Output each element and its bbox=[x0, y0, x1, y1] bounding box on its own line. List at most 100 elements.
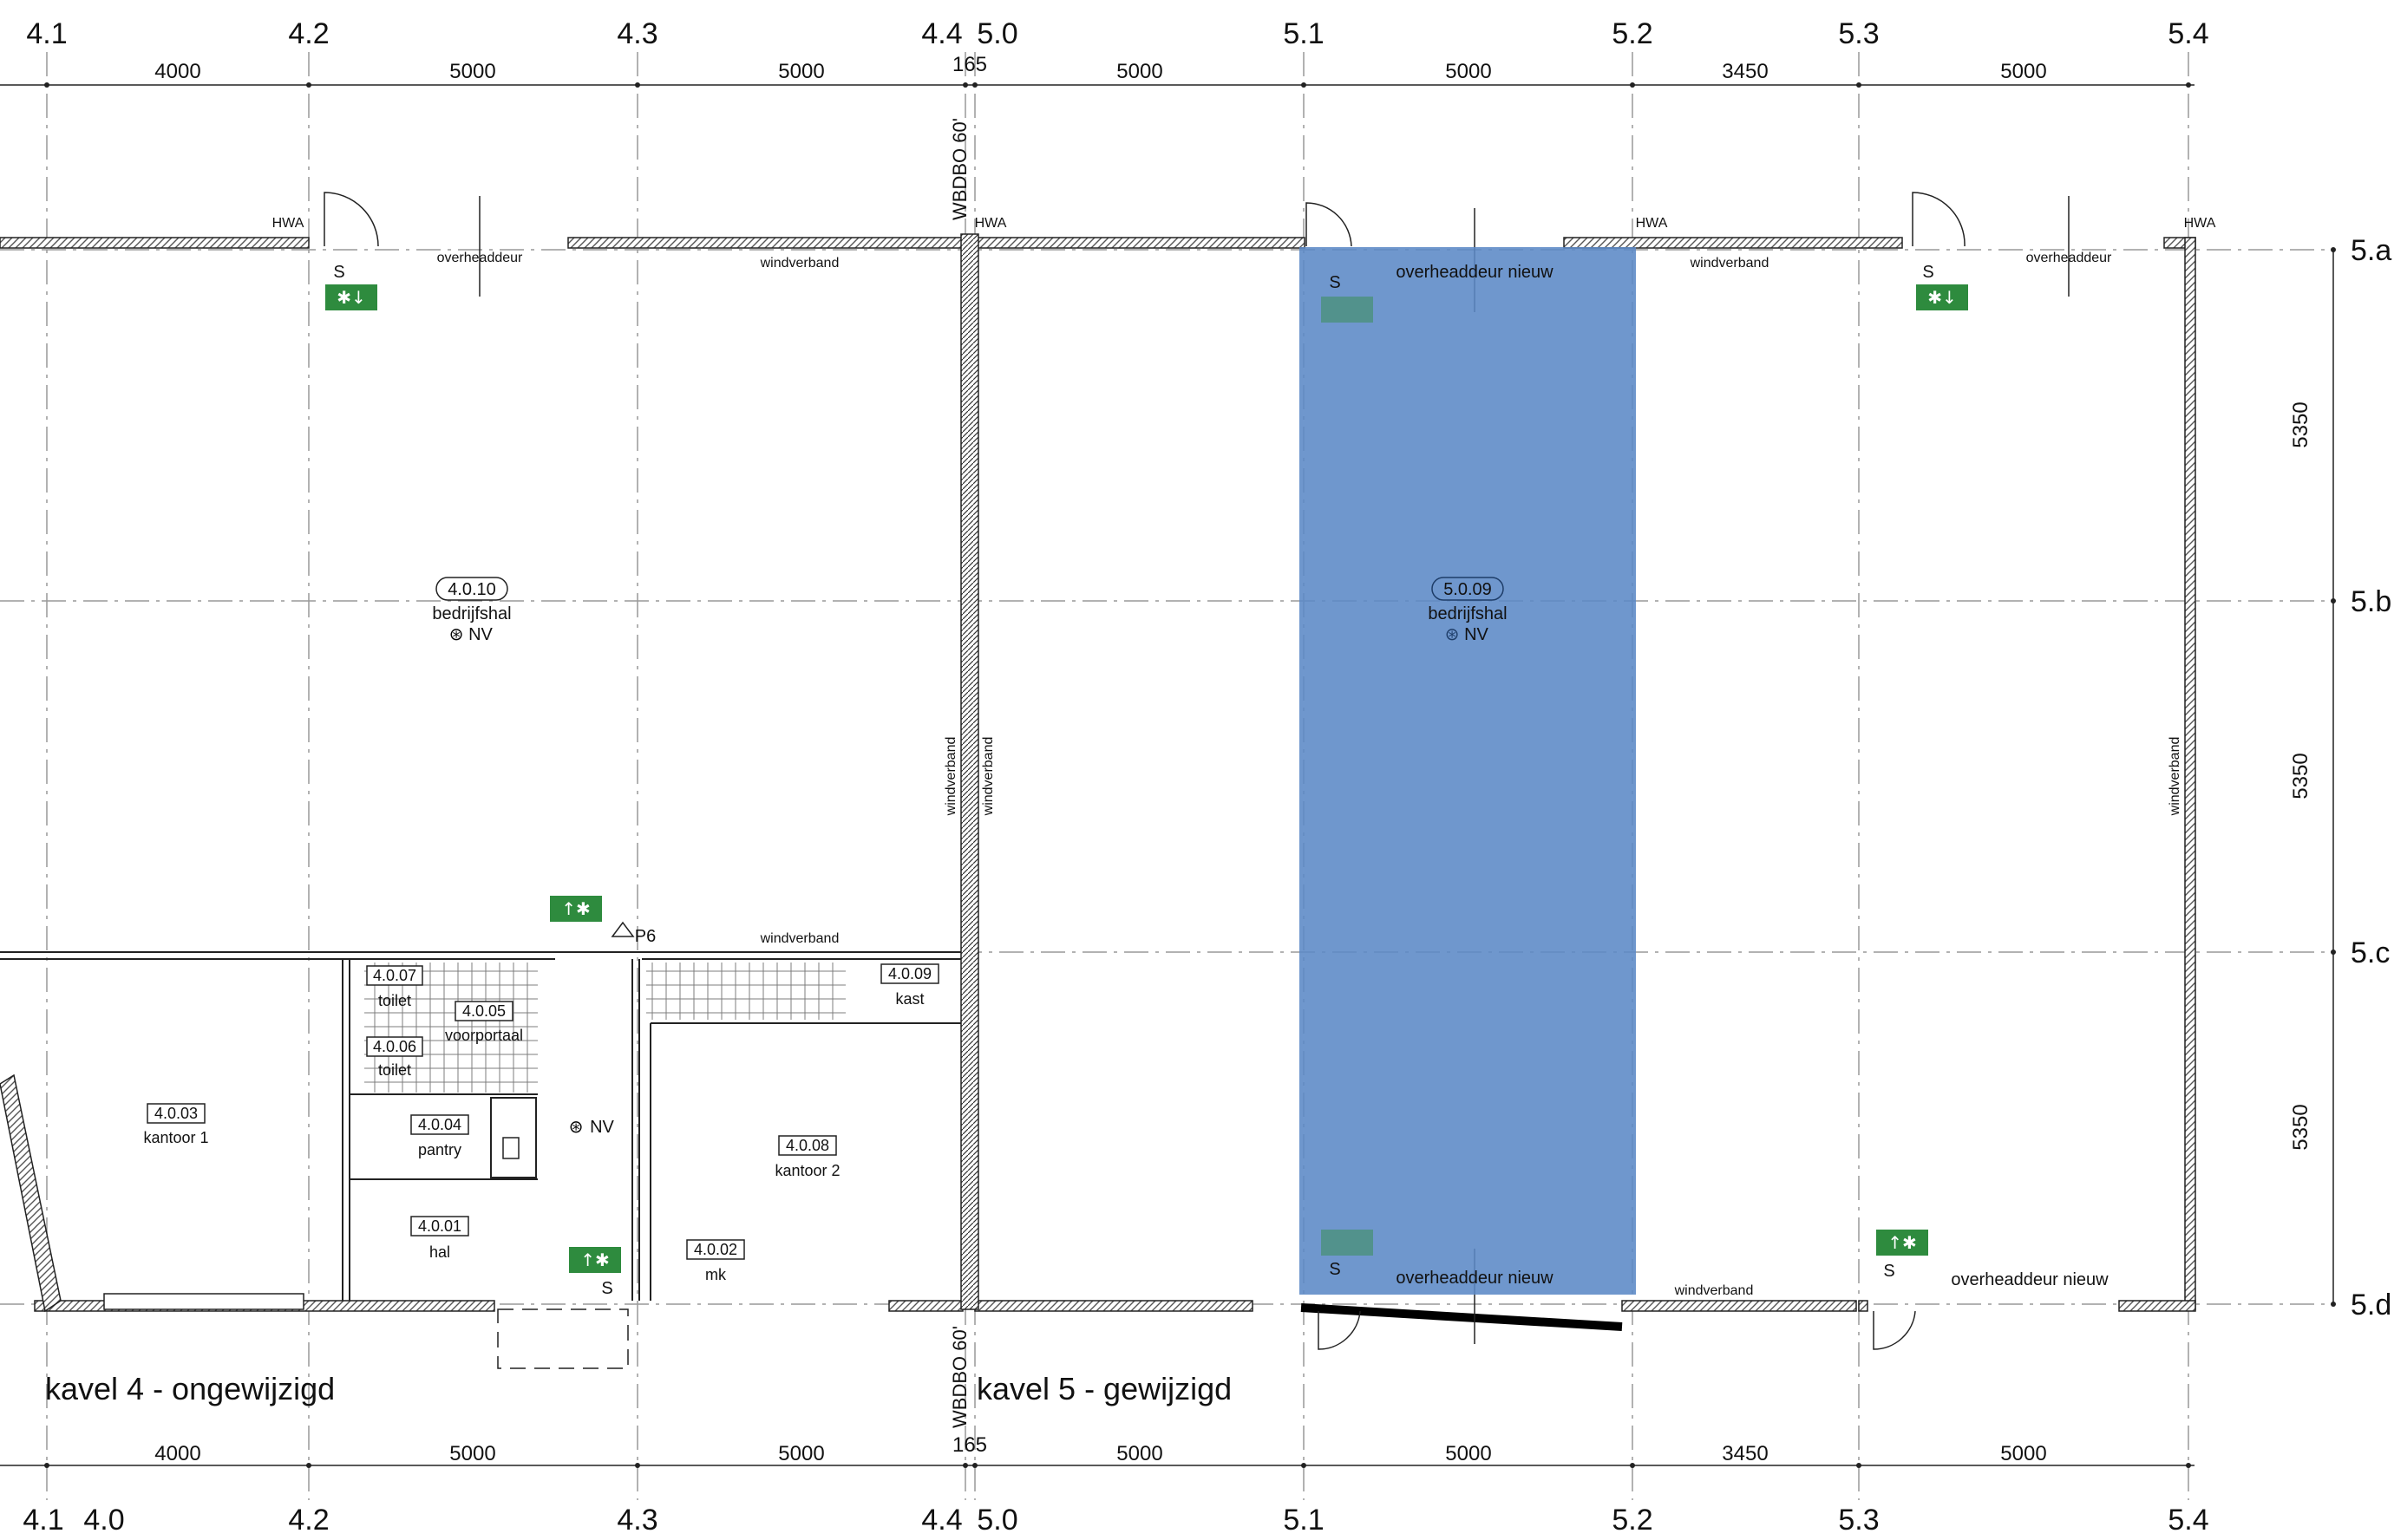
room-code: 4.0.10 bbox=[448, 580, 496, 599]
exit-sign-icon bbox=[1321, 1230, 1373, 1256]
hwa-label: HWA bbox=[2184, 216, 2216, 231]
dimension-label: 5000 bbox=[449, 60, 495, 83]
overheaddeur-nieuw-label: overheaddeur nieuw bbox=[1951, 1270, 2109, 1289]
gridline-label: 5.1 bbox=[1283, 17, 1324, 50]
gridline-label: 4.3 bbox=[617, 1504, 657, 1537]
room-name: toilet bbox=[378, 992, 411, 1009]
kavel-5-label: kavel 5 - gewijzigd bbox=[977, 1371, 1232, 1406]
ventilation-icon: ⊛ bbox=[569, 1116, 584, 1137]
walls bbox=[0, 233, 2196, 1369]
side-gridline-labels: 5.a 5.b 5.c 5.d bbox=[2351, 234, 2391, 1321]
svg-text:✱↓: ✱↓ bbox=[337, 287, 366, 308]
dimension-label: 5000 bbox=[2000, 1442, 2046, 1465]
s-label: S bbox=[1922, 263, 1933, 282]
exit-sign-icon: ✱↓ bbox=[1916, 284, 1968, 310]
room-code: 4.0.06 bbox=[373, 1038, 416, 1055]
gridline-label: 4.0 bbox=[83, 1504, 124, 1537]
room-name: mk bbox=[705, 1266, 727, 1283]
ventilation-icon: ⊛ bbox=[449, 623, 464, 644]
bottom-gridline-labels: 4.1 4.0 4.2 4.3 4.4 5.0 5.1 5.2 5.3 5.4 bbox=[23, 1504, 2208, 1537]
dimension-label: 5000 bbox=[2000, 60, 2046, 83]
doors bbox=[324, 192, 2070, 1350]
exit-sign-icon: ↑✱ bbox=[569, 1247, 621, 1273]
dimension-label: 5000 bbox=[1116, 1442, 1162, 1465]
gridline-label: 4.1 bbox=[26, 17, 67, 50]
gridline-label: 4.1 bbox=[23, 1504, 63, 1537]
gridline-label: 5.2 bbox=[1612, 17, 1652, 50]
room-labels: 4.0.10 bedrijfshal NV ⊛ 5.0.09 bedrijfsh… bbox=[143, 577, 1508, 1283]
hwa-label: HWA bbox=[1636, 216, 1668, 231]
room-code: 4.0.01 bbox=[418, 1217, 461, 1235]
s-label: S bbox=[1329, 1260, 1340, 1279]
windverband-label: windverband bbox=[1674, 1283, 1754, 1298]
p6-label: P6 bbox=[635, 927, 656, 946]
windverband-label: windverband bbox=[1690, 256, 1769, 271]
gridline-label: 5.b bbox=[2351, 585, 2391, 618]
room-name: kantoor 1 bbox=[143, 1129, 208, 1146]
svg-text:↑✱: ↑✱ bbox=[580, 1250, 610, 1270]
dimension-label: 3450 bbox=[1722, 60, 1768, 83]
overheaddeur-nieuw-label: overheaddeur nieuw bbox=[1396, 263, 1553, 282]
kavel-4-label: kavel 4 - ongewijzigd bbox=[45, 1371, 335, 1406]
room-name: pantry bbox=[418, 1141, 461, 1158]
room-code: 4.0.07 bbox=[373, 967, 416, 984]
gridline-label: 5.3 bbox=[1838, 17, 1879, 50]
room-code: 4.0.02 bbox=[694, 1241, 737, 1258]
windverband-label: windverband bbox=[760, 256, 840, 271]
room-name: bedrijfshal bbox=[432, 604, 511, 623]
highlight-zone bbox=[1299, 247, 1636, 1295]
dimension-label: 165 bbox=[952, 1433, 987, 1457]
gridline-label: 4.4 bbox=[921, 1504, 962, 1537]
room-name: bedrijfshal bbox=[1428, 604, 1507, 623]
dimension-label: 5350 bbox=[2289, 401, 2312, 447]
room-code: 4.0.09 bbox=[888, 965, 932, 982]
gridline-label: 5.1 bbox=[1283, 1504, 1324, 1537]
s-label: S bbox=[1883, 1262, 1894, 1281]
hwa-label: HWA bbox=[272, 216, 304, 231]
dimension-label: 4000 bbox=[154, 60, 200, 83]
dimension-label: 5000 bbox=[1445, 60, 1491, 83]
room-name: hal bbox=[429, 1243, 450, 1261]
windverband-label: windverband bbox=[760, 931, 840, 946]
overheaddeur-label: overheaddeur bbox=[437, 251, 523, 265]
svg-text:✱↓: ✱↓ bbox=[1927, 287, 1957, 308]
gridline-label: 5.d bbox=[2351, 1289, 2391, 1321]
s-label: S bbox=[1329, 273, 1340, 292]
room-name: kast bbox=[895, 990, 924, 1008]
exit-sign-icon: ↑✱ bbox=[550, 896, 602, 922]
s-label: S bbox=[333, 263, 344, 282]
room-name: voorportaal bbox=[445, 1027, 523, 1044]
exit-signs: ✱↓ ✱↓ ↑✱ ↑✱ ↑✱ bbox=[325, 284, 1968, 1273]
gridline-label: 4.3 bbox=[617, 17, 657, 50]
overheaddeur-nieuw-label: overheaddeur nieuw bbox=[1396, 1269, 1553, 1288]
svg-text:↑✱: ↑✱ bbox=[561, 898, 591, 919]
exit-sign-icon: ✱↓ bbox=[325, 284, 377, 310]
annotations: HWA HWA HWA HWA overheaddeur overheaddeu… bbox=[272, 216, 2216, 1298]
top-dimensions: 4000 5000 5000 165 5000 5000 3450 5000 bbox=[154, 53, 2046, 83]
windverband-label: windverband bbox=[2168, 737, 2182, 817]
gridline-label: 4.4 bbox=[921, 17, 962, 50]
gridline-label: 5.a bbox=[2351, 234, 2391, 267]
fire-separation-label: WBDBO 60' bbox=[949, 1326, 971, 1428]
room-code: 4.0.08 bbox=[786, 1137, 829, 1154]
windverband-label: windverband bbox=[944, 737, 958, 817]
vertical-dimensions: 5350 5350 5350 bbox=[2289, 401, 2312, 1150]
bottom-dimensions: 4000 5000 5000 165 5000 5000 3450 5000 bbox=[154, 1433, 2046, 1465]
gridline-label: 5.4 bbox=[2168, 17, 2208, 50]
dimension-label: 3450 bbox=[1722, 1442, 1768, 1465]
room-code: 4.0.04 bbox=[418, 1116, 461, 1133]
dimension-label: 5000 bbox=[1445, 1442, 1491, 1465]
gridline-label: 5.c bbox=[2351, 936, 2390, 969]
windverband-label: windverband bbox=[981, 737, 996, 817]
p6-marker-icon bbox=[611, 921, 635, 937]
dimension-label: 5000 bbox=[778, 1442, 824, 1465]
svg-text:↑✱: ↑✱ bbox=[1887, 1232, 1917, 1253]
exit-sign-icon: ↑✱ bbox=[1876, 1230, 1928, 1256]
ventilation-icon: ⊛ bbox=[1445, 623, 1460, 644]
dimension-label: 5350 bbox=[2289, 1104, 2312, 1150]
gridline-label: 4.2 bbox=[288, 1504, 329, 1537]
gridline-label: 5.0 bbox=[977, 17, 1017, 50]
gridline-label: 5.0 bbox=[977, 1504, 1017, 1537]
s-label: S bbox=[601, 1279, 612, 1298]
